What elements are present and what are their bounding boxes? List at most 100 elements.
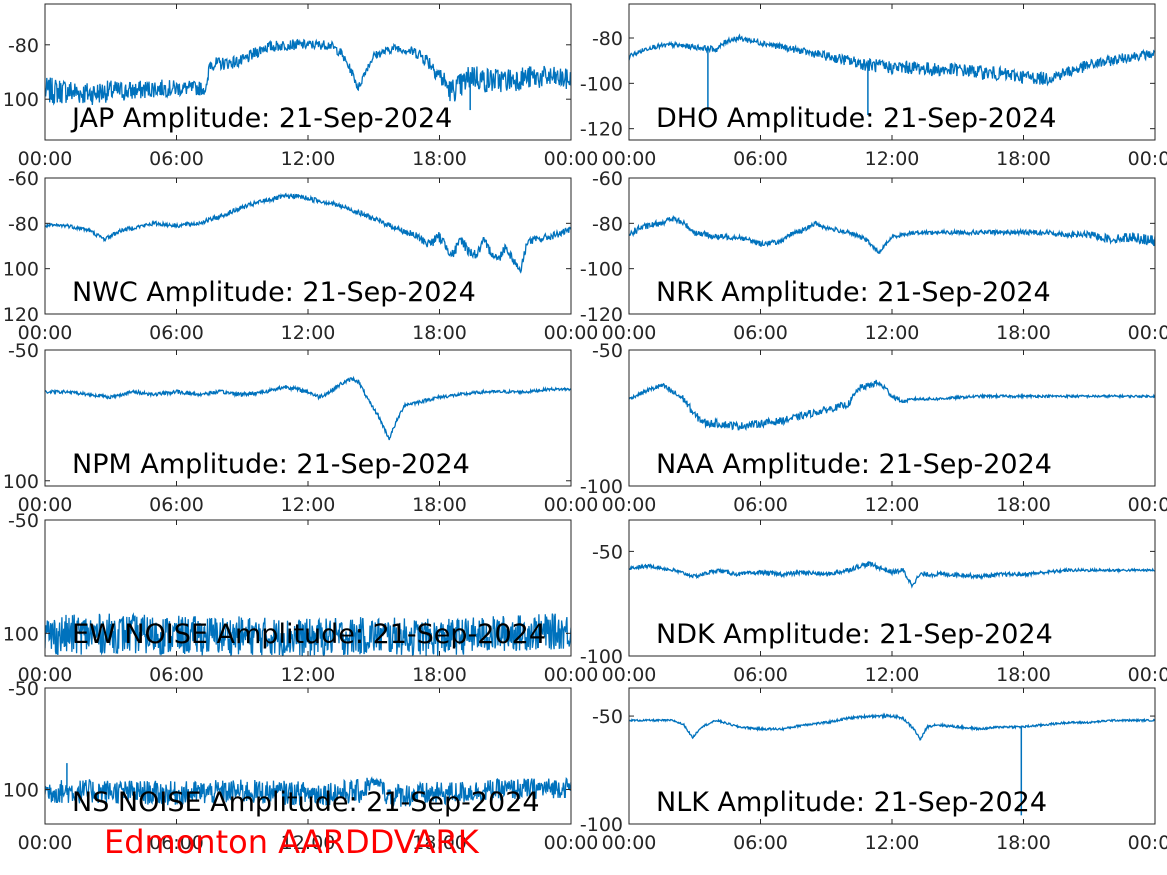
y-tick-label: -50 — [8, 510, 39, 532]
y-tick-label: -50 — [8, 340, 39, 362]
x-tick-label: 12:00 — [281, 322, 336, 344]
y-tick-label: -60 — [8, 168, 39, 190]
x-tick-label: 00:00 — [18, 664, 73, 686]
x-tick-label: 00:00 — [544, 664, 599, 686]
x-tick-label: 00:00 — [1128, 148, 1167, 170]
x-tick-label: 18:00 — [412, 832, 467, 854]
y-tick-label: -100 — [580, 476, 623, 498]
x-tick-label: 00:00 — [602, 832, 657, 854]
x-tick-label: 06:00 — [733, 832, 788, 854]
y-tick-label: -50 — [592, 706, 623, 728]
y-tick-label: -100 — [580, 73, 623, 95]
x-tick-label: 18:00 — [996, 494, 1051, 516]
y-tick-label: -50 — [8, 678, 39, 700]
panel-title: NDK Amplitude: 21-Sep-2024 — [656, 619, 1053, 650]
x-tick-label: 00:00 — [18, 322, 73, 344]
x-tick-label: 18:00 — [412, 664, 467, 686]
x-tick-label: 12:00 — [281, 494, 336, 516]
x-tick-label: 00:00 — [602, 148, 657, 170]
x-tick-label: 00:00 — [1128, 664, 1167, 686]
x-tick-label: 00:00 — [602, 494, 657, 516]
panel-2: 00:00 06:00 12:00 18:00 00:00 -80 -100 -120 DHO … — [580, 3, 1167, 170]
x-tick-label: 06:00 — [149, 322, 204, 344]
panel-title: NAA Amplitude: 21-Sep-2024 — [656, 449, 1052, 480]
y-tick-label: -120 — [580, 304, 623, 326]
y-tick-label: -100 — [580, 814, 623, 836]
panel-title: DHO Amplitude: 21-Sep-2024 — [656, 103, 1056, 134]
series-line — [629, 560, 1155, 589]
station-label: Edmonton AARDDVARK — [104, 823, 480, 861]
panel-6: 00:00 06:00 12:00 18:00 00:00 -50 -100 NAA Ampl… — [580, 340, 1167, 516]
panel-3: 00:00 06:00 12:00 18:00 00:00 -60 -80 100 120 NWC… — [3, 168, 599, 344]
panel-title: JAP Amplitude: 21-Sep-2024 — [70, 103, 452, 134]
y-tick-label: 100 — [3, 89, 39, 111]
x-tick-label: 00:00 — [602, 664, 657, 686]
x-tick-label: 18:00 — [996, 322, 1051, 344]
x-tick-label: 12:00 — [865, 664, 920, 686]
panel-10: 00:00 06:00 12:00 18:00 00:00 -50 -100 NLK Ampl… — [580, 687, 1167, 854]
x-tick-label: 12:00 — [865, 148, 920, 170]
series-line — [45, 776, 571, 808]
x-tick-label: 06:00 — [149, 494, 204, 516]
x-tick-label: 00:00 — [1128, 494, 1167, 516]
x-tick-label: 12:00 — [281, 148, 336, 170]
x-tick-label: 00:00 — [1128, 832, 1167, 854]
x-tick-label: 00:00 — [544, 494, 599, 516]
x-tick-label: 06:00 — [149, 664, 204, 686]
x-tick-label: 00:00 — [1128, 322, 1167, 344]
panel-4: 00:00 06:00 12:00 18:00 00:00 -60 -80 -100 -120 N… — [580, 168, 1167, 344]
panel-8: 00:00 06:00 12:00 18:00 00:00 -50 -100 NDK Ampl… — [580, 519, 1167, 686]
x-tick-label: 06:00 — [733, 148, 788, 170]
panel-title: NPM Amplitude: 21-Sep-2024 — [72, 449, 470, 480]
x-tick-label: 00:00 — [544, 148, 599, 170]
y-tick-label: 100 — [3, 623, 39, 645]
x-tick-label: 06:00 — [733, 494, 788, 516]
series-line — [45, 375, 571, 441]
x-tick-label: 00:00 — [18, 832, 73, 854]
x-tick-label: 18:00 — [996, 148, 1051, 170]
x-tick-label: 06:00 — [149, 148, 204, 170]
panel-5: 00:00 06:00 12:00 18:00 00:00 -50 100 NPM Ampli… — [3, 340, 599, 516]
x-tick-label: 18:00 — [996, 664, 1051, 686]
y-tick-label: -100 — [580, 259, 623, 281]
x-tick-label: 18:00 — [412, 494, 467, 516]
y-tick-label: -80 — [8, 213, 39, 235]
panel-title: EW NOISE Amplitude: 21-Sep-2024 — [72, 619, 546, 650]
x-tick-label: 06:00 — [733, 664, 788, 686]
panel-title: NS NOISE Amplitude: 21-Sep-2024 — [72, 787, 540, 818]
y-tick-label: -60 — [592, 168, 623, 190]
x-tick-label: 12:00 — [281, 664, 336, 686]
series-line — [629, 33, 1155, 87]
panel-title: NRK Amplitude: 21-Sep-2024 — [656, 277, 1051, 308]
panel-9: 00:00 06:00 12:00 18:00 00:00 -50 100 NS NOISE … — [3, 678, 599, 854]
y-tick-label: 100 — [3, 471, 39, 493]
x-tick-label: 00:00 — [18, 148, 73, 170]
x-tick-label: 12:00 — [281, 832, 336, 854]
x-tick-label: 06:00 — [733, 322, 788, 344]
y-tick-label: -80 — [592, 28, 623, 50]
y-tick-label: -80 — [8, 35, 39, 57]
series-line — [45, 612, 571, 656]
y-tick-label: -120 — [580, 119, 623, 141]
panel-1: 00:00 06:00 12:00 18:00 00:00 -80 100 JAP Ampli… — [3, 3, 599, 170]
y-tick-label: 100 — [3, 259, 39, 281]
panel-title: NWC Amplitude: 21-Sep-2024 — [72, 277, 476, 308]
y-tick-label: -80 — [592, 213, 623, 235]
x-tick-label: 12:00 — [865, 322, 920, 344]
panel-title: NLK Amplitude: 21-Sep-2024 — [656, 787, 1047, 818]
series-line — [629, 214, 1155, 255]
x-tick-label: 00:00 — [544, 832, 599, 854]
x-tick-label: 12:00 — [865, 832, 920, 854]
y-tick-label: -100 — [580, 646, 623, 668]
series-line — [45, 38, 571, 106]
panel-7: 00:00 06:00 12:00 18:00 00:00 -50 100 EW NOISE … — [3, 510, 599, 686]
y-tick-label: -50 — [592, 340, 623, 362]
x-tick-label: 18:00 — [996, 832, 1051, 854]
x-tick-label: 18:00 — [412, 148, 467, 170]
x-tick-label: 00:00 — [18, 494, 73, 516]
x-tick-label: 00:00 — [544, 322, 599, 344]
y-tick-label: 100 — [3, 779, 39, 801]
x-tick-label: 06:00 — [149, 832, 204, 854]
x-tick-label: 00:00 — [602, 322, 657, 344]
